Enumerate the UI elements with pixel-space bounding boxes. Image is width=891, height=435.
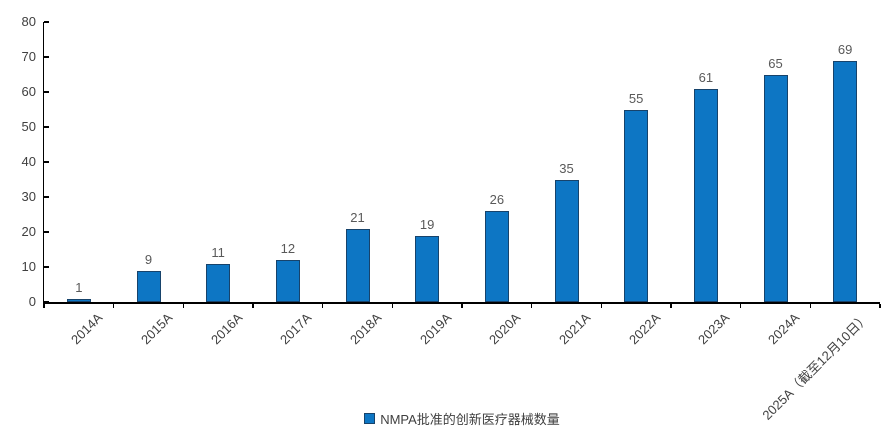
bar xyxy=(136,270,161,302)
legend: NMPA批准的创新医疗器械数量 xyxy=(44,409,880,428)
y-tick xyxy=(44,266,49,268)
bar xyxy=(275,260,300,302)
bar-value-label: 65 xyxy=(768,55,783,71)
legend-label: NMPA批准的创新医疗器械数量 xyxy=(380,412,560,427)
bar xyxy=(415,235,440,302)
x-tick-label: 2015A xyxy=(137,310,176,348)
x-axis xyxy=(42,302,880,304)
y-tick-label: 80 xyxy=(21,14,36,29)
x-tick-label: 2014A xyxy=(68,310,106,348)
x-tick-label: 2018A xyxy=(346,310,385,348)
y-tick xyxy=(44,56,49,58)
y-tick xyxy=(44,231,49,233)
x-tick xyxy=(670,303,672,308)
bar-value-label: 55 xyxy=(628,90,644,106)
y-tick xyxy=(44,126,49,128)
x-tick-label: 2021A xyxy=(555,310,594,348)
x-tick xyxy=(879,303,881,308)
y-tick-label: 0 xyxy=(28,294,36,309)
y-tick xyxy=(44,301,49,303)
bar-value-label: 35 xyxy=(559,160,574,176)
bar xyxy=(66,298,91,302)
x-tick-label: 2024A xyxy=(764,310,803,348)
bar xyxy=(624,109,649,302)
y-tick-label: 40 xyxy=(21,154,36,169)
y-axis xyxy=(42,22,44,304)
x-tick xyxy=(112,303,115,308)
legend-square-icon xyxy=(364,413,376,424)
y-tick-label: 20 xyxy=(21,224,36,239)
bar-value-label: 26 xyxy=(489,192,505,207)
bar xyxy=(484,211,509,302)
x-tick xyxy=(391,303,394,308)
bar-value-label: 12 xyxy=(280,241,296,256)
bar-value-label: 9 xyxy=(144,251,153,267)
x-tick-label: 2019A xyxy=(416,310,454,348)
x-tick xyxy=(530,303,533,308)
bar-value-label: 21 xyxy=(350,209,365,225)
x-tick xyxy=(809,303,812,308)
y-tick xyxy=(44,196,49,198)
bar xyxy=(833,60,858,302)
bar-value-label: 1 xyxy=(75,279,83,295)
bar-value-label: 19 xyxy=(419,216,435,232)
bar xyxy=(345,228,370,302)
y-tick-label: 50 xyxy=(21,119,36,134)
x-tick-label: 2022A xyxy=(625,310,663,348)
x-tick xyxy=(43,303,45,308)
bar xyxy=(693,88,718,302)
y-tick-label: 60 xyxy=(21,84,36,99)
bar xyxy=(554,179,579,302)
x-tick xyxy=(600,303,603,308)
x-tick-label: 2017A xyxy=(277,310,315,348)
bar-value-label: 61 xyxy=(698,69,714,85)
x-tick xyxy=(321,303,324,308)
y-tick xyxy=(44,161,49,163)
x-tick xyxy=(739,303,742,308)
bar-value-label: 69 xyxy=(837,41,853,57)
y-tick xyxy=(44,21,49,23)
bar xyxy=(763,74,788,302)
x-tick-label: 2020A xyxy=(486,310,524,348)
y-tick-label: 30 xyxy=(21,189,36,204)
bar xyxy=(206,263,231,302)
x-tick xyxy=(461,303,463,308)
y-tick-label: 10 xyxy=(21,259,36,274)
x-tick xyxy=(252,303,254,308)
x-tick-label: 2016A xyxy=(207,310,245,348)
bar-value-label: 11 xyxy=(211,244,225,260)
x-tick-label: 2023A xyxy=(695,310,733,348)
y-tick xyxy=(44,91,49,93)
x-tick xyxy=(182,303,185,308)
y-tick-label: 70 xyxy=(21,49,36,64)
